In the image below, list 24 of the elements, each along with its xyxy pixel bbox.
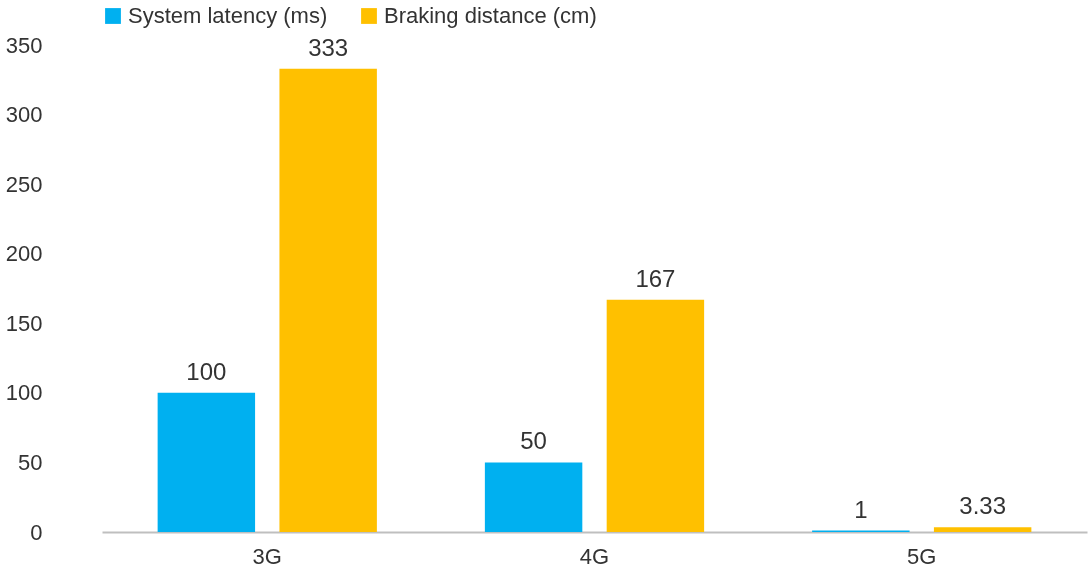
y-tick-label: 150 [5,310,43,336]
y-tick-label: 350 [5,32,43,58]
data-label: 100 [186,357,227,385]
y-tick-label: 100 [5,380,43,406]
y-tick-label: 200 [5,241,43,267]
data-label: 3.33 [959,492,1007,520]
bar [279,68,377,532]
y-tick-label: 0 [30,519,43,545]
data-label: 167 [635,264,676,292]
y-tick-label: 50 [18,449,43,475]
bar [484,462,583,532]
x-tick-label: 5G [907,543,937,569]
bar [606,299,705,532]
x-tick-label: 4G [579,543,610,569]
bar [157,392,256,532]
x-tick-label: 3G [252,543,282,569]
data-label: 50 [520,427,547,455]
y-tick-label: 300 [5,102,43,128]
data-label: 1 [854,495,868,523]
y-tick-label: 250 [5,171,43,197]
legend-label: Braking distance (cm) [384,3,597,28]
legend-label: System latency (ms) [128,3,328,28]
bar [933,527,1032,532]
data-label: 333 [308,33,349,61]
